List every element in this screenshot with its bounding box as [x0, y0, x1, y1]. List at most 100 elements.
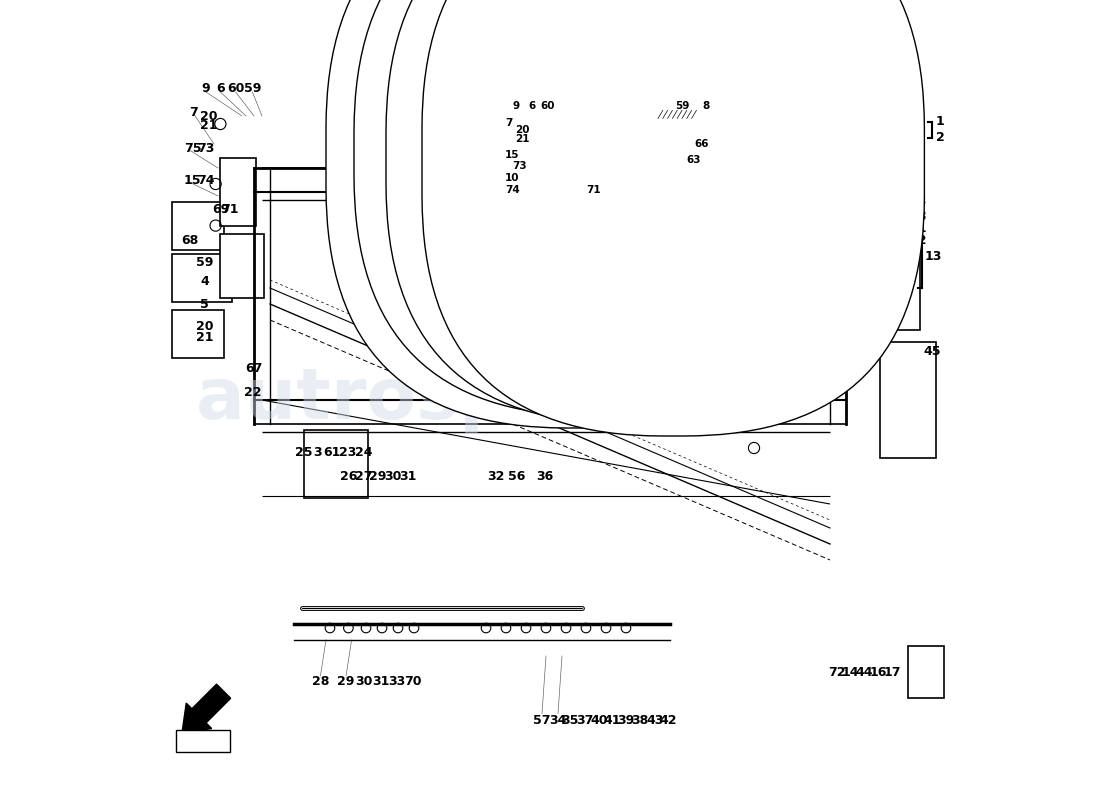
Text: 44: 44	[856, 666, 873, 678]
Text: 57: 57	[534, 714, 551, 726]
FancyBboxPatch shape	[220, 234, 264, 298]
Text: 7: 7	[189, 106, 198, 118]
Text: 45: 45	[924, 346, 942, 358]
Text: 11: 11	[757, 250, 774, 262]
FancyBboxPatch shape	[865, 174, 920, 330]
Text: 20: 20	[200, 110, 217, 122]
Text: 1: 1	[936, 115, 944, 128]
FancyBboxPatch shape	[220, 158, 255, 226]
FancyBboxPatch shape	[880, 342, 936, 458]
FancyBboxPatch shape	[354, 0, 858, 416]
Text: 46: 46	[823, 322, 840, 334]
Text: Valid till car Ass. Nr. 32464: Valid till car Ass. Nr. 32464	[444, 397, 656, 411]
Text: 15: 15	[505, 150, 519, 160]
FancyBboxPatch shape	[909, 646, 944, 698]
Text: 53: 53	[910, 195, 926, 208]
Text: 64: 64	[823, 310, 840, 322]
Text: 33: 33	[388, 675, 405, 688]
Text: 56: 56	[508, 470, 525, 482]
Text: 43: 43	[647, 714, 664, 726]
Text: 17: 17	[883, 666, 901, 678]
Text: autrospar es: autrospar es	[196, 366, 712, 434]
FancyArrow shape	[182, 684, 231, 733]
Text: 59: 59	[244, 82, 261, 94]
Text: 4: 4	[200, 275, 209, 288]
Text: 18: 18	[910, 210, 926, 222]
Text: 5: 5	[200, 298, 209, 310]
Text: 73: 73	[197, 142, 215, 154]
Text: 66: 66	[348, 186, 365, 198]
Text: 63: 63	[348, 226, 365, 238]
Text: 38: 38	[631, 714, 648, 726]
Text: 61: 61	[323, 446, 341, 458]
Text: 58: 58	[696, 246, 714, 258]
Text: 69: 69	[212, 203, 229, 216]
Text: 68: 68	[182, 234, 199, 246]
Text: 60: 60	[227, 82, 244, 94]
Text: 14: 14	[842, 666, 859, 678]
Text: 50: 50	[847, 83, 865, 96]
Text: 62: 62	[889, 83, 906, 96]
Text: 72: 72	[827, 666, 845, 678]
Text: 63: 63	[686, 155, 702, 165]
Text: 35: 35	[561, 714, 579, 726]
FancyBboxPatch shape	[422, 0, 924, 436]
Text: 10: 10	[505, 173, 519, 182]
Text: 27: 27	[355, 470, 372, 482]
Text: 51: 51	[910, 222, 926, 234]
FancyBboxPatch shape	[173, 254, 232, 302]
Text: 3: 3	[314, 446, 322, 458]
Text: 2: 2	[936, 131, 944, 144]
Text: Vale fino vett. Ass. Nr. 32464: Vale fino vett. Ass. Nr. 32464	[436, 373, 664, 387]
Text: 31: 31	[372, 675, 389, 688]
Text: 46: 46	[813, 83, 830, 96]
Text: 8: 8	[703, 101, 710, 110]
Text: 59: 59	[196, 256, 213, 269]
Text: 21: 21	[200, 119, 217, 132]
Text: 30: 30	[355, 675, 372, 688]
FancyBboxPatch shape	[173, 202, 223, 250]
FancyBboxPatch shape	[496, 94, 725, 346]
Text: 29: 29	[370, 470, 387, 482]
Text: 39: 39	[617, 714, 635, 726]
FancyBboxPatch shape	[326, 0, 834, 428]
Text: 12: 12	[792, 242, 810, 254]
Text: 25: 25	[295, 446, 312, 458]
Text: 32: 32	[487, 470, 504, 482]
Text: 34: 34	[549, 714, 566, 726]
Text: 9: 9	[512, 101, 519, 110]
Text: 31: 31	[399, 470, 416, 482]
Text: 26: 26	[340, 470, 358, 482]
Text: 42: 42	[660, 714, 678, 726]
Text: 23: 23	[339, 446, 356, 458]
FancyBboxPatch shape	[173, 310, 223, 358]
Text: 71: 71	[221, 203, 239, 216]
Text: 48: 48	[866, 83, 883, 96]
Text: 6: 6	[528, 101, 536, 110]
Text: 36: 36	[536, 470, 553, 482]
Text: 21: 21	[196, 331, 213, 344]
Text: 49: 49	[832, 83, 849, 96]
Text: 41: 41	[604, 714, 622, 726]
Text: 6: 6	[216, 82, 224, 94]
Text: 71: 71	[586, 186, 602, 195]
Text: 19: 19	[792, 186, 808, 198]
FancyBboxPatch shape	[305, 430, 367, 498]
Text: 67: 67	[245, 362, 263, 374]
Text: 73: 73	[513, 161, 527, 170]
Text: 60: 60	[540, 101, 554, 110]
Text: 54: 54	[684, 246, 701, 258]
Text: 75: 75	[184, 142, 201, 154]
FancyBboxPatch shape	[386, 0, 889, 424]
Text: 29: 29	[338, 675, 354, 688]
Text: 70: 70	[404, 675, 421, 688]
Text: 22: 22	[244, 386, 261, 398]
Text: 55: 55	[746, 315, 762, 328]
Text: 16: 16	[869, 666, 887, 678]
Bar	[176, 730, 230, 752]
Text: 37: 37	[575, 714, 593, 726]
Text: 9: 9	[201, 82, 210, 94]
Text: 74: 74	[197, 174, 215, 186]
Text: 8: 8	[476, 138, 485, 150]
Text: 47: 47	[837, 310, 855, 322]
